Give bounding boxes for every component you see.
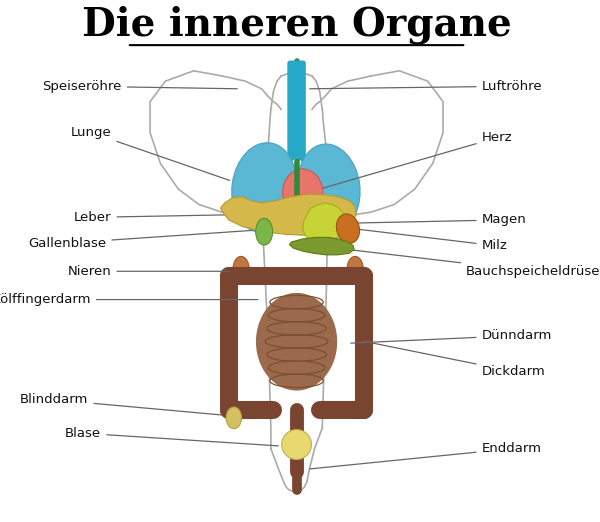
Text: Speiseröhre: Speiseröhre <box>43 80 237 93</box>
Text: Dickdarm: Dickdarm <box>364 341 545 378</box>
Text: Lunge: Lunge <box>71 126 230 181</box>
Text: Gallenblase: Gallenblase <box>28 230 253 250</box>
FancyBboxPatch shape <box>287 61 306 156</box>
Ellipse shape <box>256 293 337 390</box>
Text: Blinddarm: Blinddarm <box>20 393 222 415</box>
Text: Milz: Milz <box>360 230 508 252</box>
Polygon shape <box>289 238 354 255</box>
Ellipse shape <box>232 143 296 232</box>
Ellipse shape <box>298 144 360 231</box>
Ellipse shape <box>337 214 359 243</box>
Polygon shape <box>220 194 356 235</box>
Text: Enddarm: Enddarm <box>310 442 542 469</box>
Text: Magen: Magen <box>335 213 526 227</box>
Text: Luftröhre: Luftröhre <box>310 80 542 93</box>
Ellipse shape <box>281 430 311 459</box>
Text: Die inneren Organe: Die inneren Organe <box>82 5 511 44</box>
Text: Nieren: Nieren <box>68 265 230 278</box>
Ellipse shape <box>233 256 249 283</box>
Ellipse shape <box>283 169 323 216</box>
Ellipse shape <box>256 218 272 245</box>
Ellipse shape <box>347 256 364 283</box>
Text: Dünndarm: Dünndarm <box>351 329 552 343</box>
Text: Blase: Blase <box>65 426 278 446</box>
Ellipse shape <box>226 407 242 429</box>
Text: Zölffingerdarm: Zölffingerdarm <box>0 293 258 306</box>
Text: Leber: Leber <box>74 211 230 224</box>
Polygon shape <box>303 203 346 243</box>
Text: Bauchspeicheldrüse: Bauchspeicheldrüse <box>348 250 600 278</box>
Text: Herz: Herz <box>322 131 512 188</box>
